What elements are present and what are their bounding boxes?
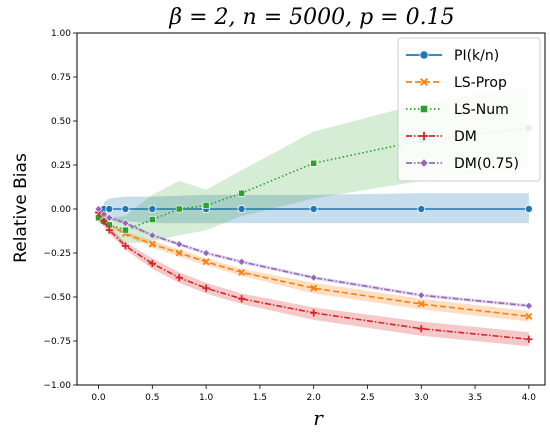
data-point-4-3: [121, 219, 130, 228]
x-tick-label-2: 1.0: [199, 393, 214, 403]
x-tick-label-7: 3.5: [468, 393, 482, 403]
legend-marker-4: [419, 158, 429, 168]
data-point-3-3: [121, 242, 130, 250]
y-tick-label-6: 0.50: [51, 117, 71, 127]
y-tick-label-5: 0.25: [51, 161, 71, 171]
legend-marker-3: [419, 131, 429, 141]
data-point-0-3: [148, 204, 157, 213]
data-point-2-4: [148, 216, 156, 223]
legend-label-3: DM: [454, 129, 477, 145]
data-point-2-8: [310, 159, 318, 167]
data-point-3-2: [105, 226, 113, 234]
data-point-3-6: [202, 284, 210, 292]
y-tick-label-1: −0.75: [43, 337, 71, 347]
data-point-4-5: [175, 240, 184, 249]
legend-label-0: PI(k/n): [454, 48, 499, 64]
data-point-4-2: [105, 213, 114, 222]
data-point-1-6: [202, 258, 210, 266]
x-tick-label-1: 0.5: [145, 393, 159, 403]
x-axis-title: r: [313, 406, 324, 430]
y-tick-label-0: −1.00: [43, 381, 71, 391]
data-point-3-4: [148, 259, 156, 268]
data-point-3-8: [310, 309, 318, 317]
data-point-1-7: [238, 268, 246, 276]
data-point-4-7: [237, 257, 246, 266]
data-point-3-9: [417, 325, 425, 333]
legend: PI(k/n) LS-Prop LS-Num DM DM(0.75): [397, 37, 541, 182]
data-point-4-9: [417, 291, 426, 300]
data-point-4-8: [309, 273, 318, 282]
data-point-0-2: [121, 204, 130, 213]
data-point-1-8: [310, 284, 318, 292]
data-point-0-1: [105, 204, 114, 213]
confidence-band-1: [98, 209, 529, 322]
data-point-0-8: [524, 204, 533, 213]
legend-marker-2: [420, 105, 428, 113]
y-tick-label-8: 1.00: [51, 29, 71, 39]
data-point-1-5: [175, 249, 183, 257]
y-tick-label-4: 0.00: [51, 205, 71, 215]
data-point-1-10: [525, 312, 533, 320]
y-axis-title: Relative Bias: [11, 153, 31, 263]
x-tick-label-8: 4.0: [522, 393, 537, 403]
x-tick-label-5: 2.5: [360, 393, 374, 403]
x-tick-label-3: 1.5: [253, 393, 267, 403]
data-point-0-7: [417, 204, 426, 213]
legend-label-4: DM(0.75): [454, 156, 519, 172]
legend-marker-0: [419, 50, 429, 60]
x-tick-label-6: 3.0: [414, 393, 429, 403]
data-point-4-6: [202, 248, 211, 258]
y-tick-label-2: −0.50: [43, 293, 71, 303]
data-point-2-3: [122, 226, 129, 234]
data-point-4-4: [148, 231, 157, 240]
data-point-3-5: [175, 274, 183, 282]
data-point-3-7: [238, 295, 246, 303]
x-tick-label-0: 0.0: [91, 393, 106, 403]
data-point-4-10: [524, 301, 533, 310]
data-point-4-1: [99, 210, 108, 219]
legend-label-2: LS-Num: [454, 102, 509, 118]
legend-marker-1: [420, 78, 428, 86]
data-point-2-5: [175, 205, 183, 213]
data-point-2-7: [238, 189, 245, 197]
data-point-0-6: [309, 204, 318, 213]
data-point-1-9: [417, 300, 425, 308]
data-point-3-10: [525, 335, 533, 343]
chart-title: β = 2, n = 5000, p = 0.15: [168, 5, 454, 30]
y-tick-label-3: −0.25: [43, 249, 71, 259]
confidence-band-3: [98, 210, 529, 347]
legend-box: [397, 37, 541, 182]
data-point-2-6: [202, 202, 210, 209]
data-point-3-1: [100, 217, 108, 225]
data-point-1-4: [148, 240, 156, 248]
data-point-4-0: [94, 204, 103, 214]
x-tick-label-4: 2.0: [307, 393, 322, 403]
y-tick-label-7: 0.75: [51, 73, 71, 83]
legend-label-1: LS-Prop: [454, 75, 507, 91]
data-point-0-5: [237, 204, 246, 213]
